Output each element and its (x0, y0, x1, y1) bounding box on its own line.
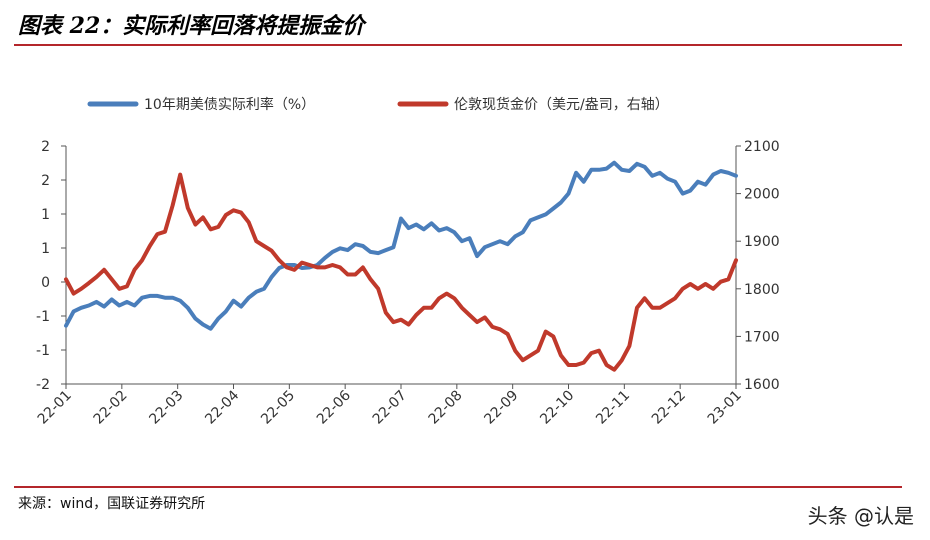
x-tick-label: 23-01 (705, 388, 745, 428)
right-tick-label: 1700 (744, 329, 780, 345)
chart-title: 图表 22：实际利率回落将提振金价 (18, 13, 365, 39)
right-tick-label: 2000 (744, 187, 780, 203)
x-tick-label: 22-12 (649, 388, 689, 428)
watermark: 头条 @认是 (807, 504, 914, 528)
left-tick-label: 2 (41, 173, 50, 189)
left-tick-label: -1 (36, 309, 50, 325)
right-tick-label: 2100 (744, 139, 780, 155)
right-tick-label: 1900 (744, 234, 780, 250)
right-tick-label: 1600 (744, 377, 780, 393)
left-tick-label: -1 (36, 343, 50, 359)
x-tick-label: 22-08 (426, 388, 466, 428)
x-tick-label: 22-10 (537, 388, 577, 428)
x-tick-label: 22-11 (593, 388, 633, 428)
legend-item-gold-label: 伦敦现货金价（美元/盎司，右轴） (454, 96, 669, 113)
right-tick-label: 1800 (744, 282, 780, 298)
x-tick-label: 22-04 (202, 387, 242, 427)
x-tick-label: 22-03 (146, 388, 186, 428)
x-tick-label: 22-02 (91, 388, 131, 428)
source-note: 来源：wind，国联证券研究所 (18, 496, 206, 512)
x-tick-label: 22-09 (481, 388, 521, 428)
left-tick-label: 1 (41, 241, 50, 257)
footer-divider (14, 486, 902, 488)
left-tick-label: 2 (41, 139, 50, 155)
left-tick-label: 0 (41, 275, 50, 291)
x-tick-label: 22-05 (258, 388, 298, 428)
title-divider (14, 44, 902, 46)
x-tick-label: 22-06 (314, 387, 354, 427)
legend-item-real-rate-label: 10年期美债实际利率（%） (144, 96, 315, 113)
left-tick-label: 1 (41, 207, 50, 223)
left-tick-label: -2 (36, 377, 50, 393)
series-line-real-rate (64, 160, 738, 331)
x-tick-label: 22-07 (370, 388, 410, 428)
x-tick-label: 22-01 (35, 388, 75, 428)
series-line-gold (64, 172, 738, 372)
